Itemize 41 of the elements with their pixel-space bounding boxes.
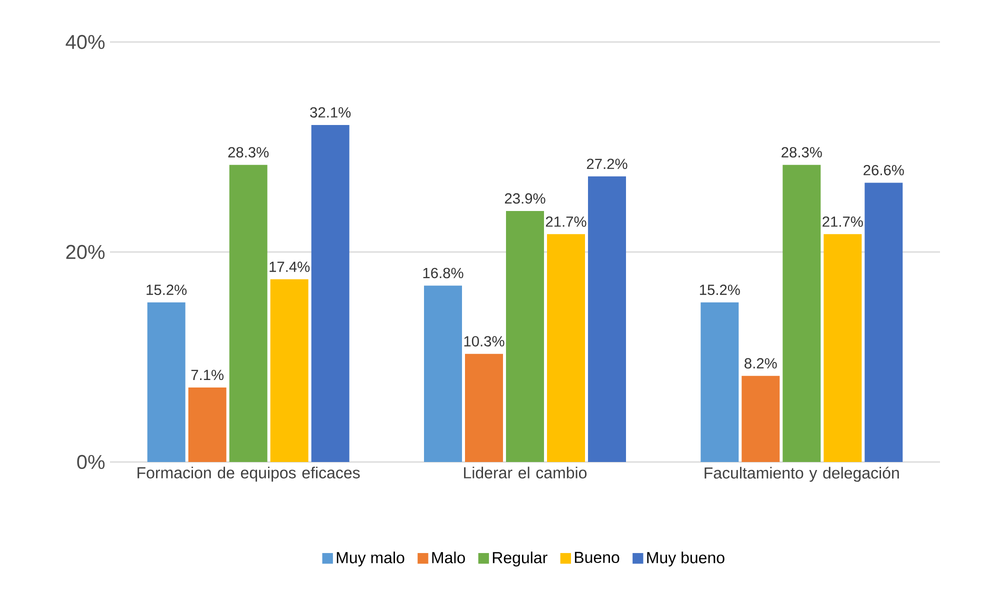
bar bbox=[864, 182, 903, 462]
data-label: 16.8% bbox=[423, 268, 464, 278]
legend-label: Muy malo bbox=[336, 552, 404, 567]
data-label: 27.2% bbox=[586, 158, 628, 170]
legend-label: Muy bueno bbox=[647, 552, 724, 567]
bar bbox=[588, 176, 626, 462]
data-label: 28.3% bbox=[782, 147, 822, 158]
data-label: 17.4% bbox=[270, 262, 310, 272]
data-label: 7.1% bbox=[191, 370, 224, 380]
data-label: 26.6% bbox=[864, 164, 904, 176]
x-tick-label: Formacion de equipos eficaces bbox=[138, 466, 360, 482]
x-tick-label: Facultamiento y delegación bbox=[704, 466, 899, 482]
bar bbox=[424, 286, 462, 462]
data-label: 28.3% bbox=[228, 147, 269, 158]
bar bbox=[188, 387, 226, 462]
bar bbox=[147, 302, 186, 462]
data-label: 10.3% bbox=[464, 336, 504, 346]
bar bbox=[824, 234, 862, 462]
data-label: 21.7% bbox=[546, 216, 586, 227]
x-tick-label: Liderar el cambio bbox=[464, 466, 587, 478]
data-label: 15.2% bbox=[146, 284, 187, 296]
bar bbox=[742, 376, 780, 462]
data-label: 32.1% bbox=[310, 107, 351, 118]
legend-label: Regular bbox=[492, 552, 548, 567]
bar bbox=[700, 302, 739, 462]
bar bbox=[506, 211, 544, 462]
bar bbox=[782, 164, 821, 462]
legend-label: Bueno bbox=[574, 552, 620, 564]
bar bbox=[465, 354, 504, 462]
legend-label: Malo bbox=[432, 552, 465, 564]
data-label: 8.2% bbox=[744, 358, 777, 369]
bar bbox=[547, 234, 585, 462]
bar bbox=[229, 164, 268, 462]
data-label: 15.2% bbox=[700, 284, 740, 296]
y-tick-label: 0% bbox=[77, 454, 105, 470]
data-label: 21.7% bbox=[822, 216, 863, 227]
y-tick-label: 40% bbox=[66, 34, 105, 50]
bar bbox=[270, 279, 308, 462]
y-tick-label: 20% bbox=[66, 244, 105, 260]
bar bbox=[311, 124, 350, 462]
data-label: 23.9% bbox=[504, 193, 546, 204]
